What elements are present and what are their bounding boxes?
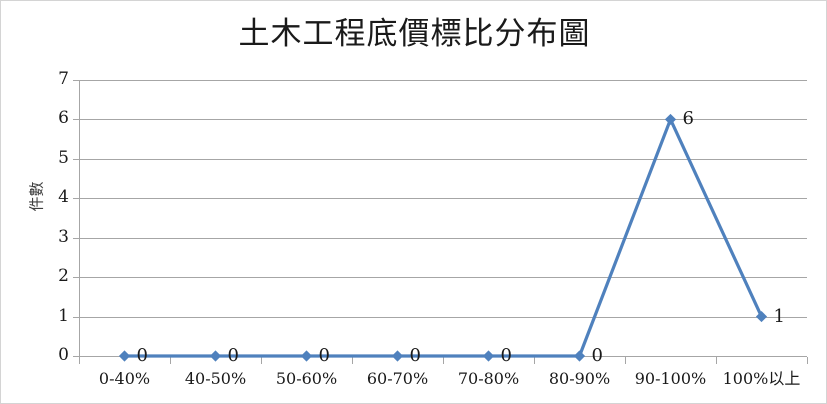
y-axis-label: 2 <box>58 266 69 287</box>
y-tick <box>73 237 79 239</box>
data-label: 0 <box>500 345 512 366</box>
plot-area <box>79 80 807 357</box>
x-tick <box>170 357 171 364</box>
x-tick <box>716 357 717 364</box>
x-axis-label: 0-40% <box>98 369 151 388</box>
x-axis-label: 50-60% <box>275 369 338 388</box>
x-axis-label: 40-50% <box>184 369 247 388</box>
gridline <box>79 119 807 121</box>
x-tick <box>261 357 262 364</box>
gridline <box>79 198 807 200</box>
gridline <box>79 80 807 81</box>
y-axis-label: 4 <box>58 187 69 208</box>
y-tick <box>73 316 79 318</box>
x-axis-label: 60-70% <box>366 369 429 388</box>
data-label: 1 <box>773 305 785 327</box>
x-tick <box>807 357 808 364</box>
data-label: 0 <box>318 345 330 366</box>
x-axis-label: 100%以上 <box>722 369 801 388</box>
data-label: 6 <box>682 108 694 130</box>
data-label: 0 <box>136 345 148 366</box>
y-tick <box>73 198 79 200</box>
y-tick <box>73 277 79 279</box>
data-label: 0 <box>409 345 421 366</box>
y-tick <box>73 158 79 160</box>
y-tick <box>73 119 79 121</box>
y-axis-label: 7 <box>58 69 69 89</box>
x-tick <box>625 357 626 364</box>
y-axis-label: 0 <box>58 345 69 365</box>
y-axis-label: 1 <box>58 305 69 326</box>
gridline <box>79 158 807 160</box>
y-axis-line <box>79 80 80 357</box>
y-tick <box>73 356 79 357</box>
x-axis-label: 80-90% <box>548 369 611 388</box>
data-label: 0 <box>591 345 603 366</box>
y-axis-label: 3 <box>58 226 69 247</box>
gridline <box>79 277 807 279</box>
x-axis-label: 70-80% <box>457 369 520 388</box>
y-axis-label: 5 <box>58 147 69 168</box>
x-tick <box>352 357 353 364</box>
data-label: 0 <box>227 345 239 366</box>
y-axis-label: 6 <box>58 108 69 129</box>
gridline <box>79 316 807 318</box>
x-tick <box>79 357 80 364</box>
x-axis-label: 90-100% <box>634 369 707 388</box>
gridline <box>79 237 807 239</box>
y-tick <box>73 80 79 81</box>
x-tick <box>443 357 444 364</box>
chart-title: 土木工程底價標比分布圖 <box>238 16 591 52</box>
x-tick <box>534 357 535 364</box>
